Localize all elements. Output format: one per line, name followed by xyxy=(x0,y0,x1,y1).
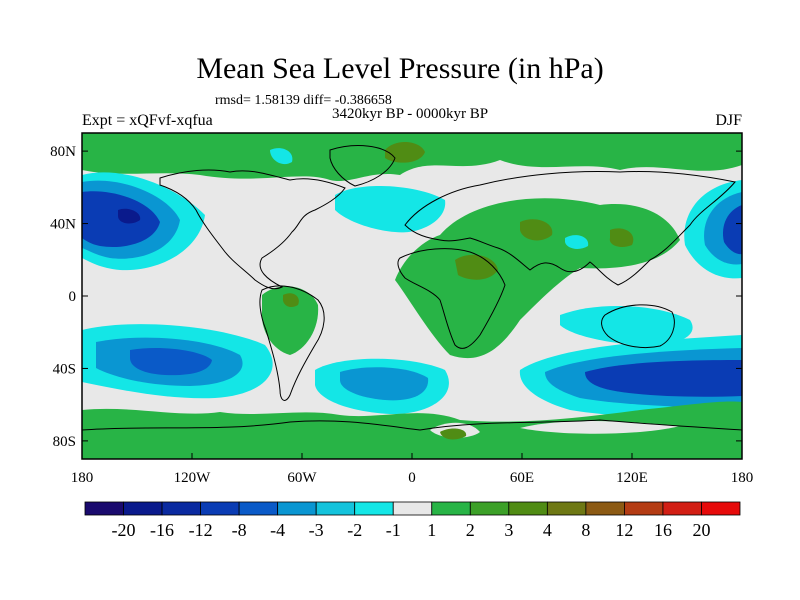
colorbar-label: -4 xyxy=(270,520,285,540)
colorbar-swatch xyxy=(84,501,124,516)
pressure-anomaly-fields xyxy=(82,133,742,459)
x-tick-label: 60E xyxy=(510,470,534,486)
x-axis: 180 120W 60W 0 60E 120E 180 xyxy=(71,453,754,486)
colorbar-label: 1 xyxy=(427,520,436,540)
colorbar: -20 -16 -12 -8 -4 -3 -2 -1 1 2 3 4 8 12 16 20 xyxy=(84,501,741,540)
colorbar-label: 16 xyxy=(654,520,672,540)
colorbar-swatch xyxy=(585,501,625,516)
y-axis: 80N 40N 0 40S 80S xyxy=(50,144,742,450)
colorbar-swatch xyxy=(546,501,587,516)
coastline-north-america xyxy=(159,169,346,290)
coastline-africa xyxy=(397,248,506,349)
experiment-label: Expt = xQFvf-xqfua xyxy=(82,112,213,129)
antarctic-strong-positive xyxy=(440,428,467,440)
y-tick-label: 0 xyxy=(69,289,77,305)
north-atlantic-low xyxy=(335,185,446,233)
colorbar-label: -8 xyxy=(232,520,247,540)
south-america-positive xyxy=(261,286,319,355)
colorbar-label: -20 xyxy=(112,520,136,540)
x-tick-label: 180 xyxy=(71,470,94,486)
colorbar-label: 4 xyxy=(543,520,552,540)
colorbar-swatch xyxy=(277,501,317,516)
colorbar-label: -2 xyxy=(347,520,362,540)
southern-indian-low-core xyxy=(585,360,742,397)
x-tick-label: 180 xyxy=(731,470,754,486)
y-tick-label: 80N xyxy=(50,144,76,160)
tibet-negative-patch xyxy=(565,235,589,249)
season-label: DJF xyxy=(715,112,742,129)
colorbar-swatch xyxy=(431,501,471,516)
coastline-greenland xyxy=(329,145,396,187)
stats-text: rmsd= 1.58139 diff= -0.386658 xyxy=(215,93,392,108)
arctic-negative-patch xyxy=(270,148,293,165)
colorbar-swatch xyxy=(200,501,240,516)
antarctic-neutral-notch-2 xyxy=(520,421,680,434)
x-tick-label: 0 xyxy=(408,470,416,486)
indian-ocean-negative xyxy=(560,305,693,345)
coastline-south-america xyxy=(259,285,325,401)
coastline-antarctica xyxy=(82,419,742,431)
y-tick-label: 40S xyxy=(53,361,76,377)
colorbar-swatch xyxy=(123,501,163,516)
x-tick-label: 120W xyxy=(174,470,212,486)
south-pacific-low-core xyxy=(130,348,212,376)
colorbar-swatch xyxy=(392,501,433,516)
colorbar-swatch xyxy=(354,501,394,516)
south-america-strong-positive xyxy=(282,293,299,308)
west-pacific-low-core xyxy=(722,205,742,255)
colorbar-swatch xyxy=(161,501,201,516)
south-atlantic-low-core xyxy=(340,367,429,401)
colorbar-label: 3 xyxy=(504,520,513,540)
colorbar-swatch xyxy=(469,501,510,516)
colorbar-swatch xyxy=(238,501,279,516)
colorbar-label: -3 xyxy=(309,520,324,540)
colorbar-label: -1 xyxy=(386,520,401,540)
asia-strong-positive xyxy=(520,219,553,241)
x-tick-label: 120E xyxy=(616,470,648,486)
coastline-europe-asia xyxy=(404,171,736,286)
coastline-australia xyxy=(601,304,675,349)
y-tick-label: 80S xyxy=(53,434,76,450)
x-tick-label: 60W xyxy=(287,470,317,486)
colorbar-swatch xyxy=(662,501,702,516)
colorbar-swatch xyxy=(508,501,548,516)
colorbar-label: 8 xyxy=(581,520,590,540)
east-asia-positive xyxy=(609,228,634,248)
colorbar-label: 20 xyxy=(692,520,710,540)
colorbar-swatch xyxy=(701,501,741,516)
coastlines xyxy=(82,145,742,431)
colorbar-label: -12 xyxy=(189,520,213,540)
colorbar-label: 12 xyxy=(615,520,633,540)
chart-title: Mean Sea Level Pressure (in hPa) xyxy=(196,52,604,85)
colorbar-label: 2 xyxy=(466,520,475,540)
y-tick-label: 40N xyxy=(50,217,76,233)
colorbar-swatch xyxy=(624,501,664,516)
north-pacific-low-center xyxy=(118,208,141,224)
antarctic-positive-band xyxy=(82,401,742,459)
chart-subtitle: 3420kyr BP - 0000kyr BP xyxy=(331,106,489,122)
colorbar-label: -16 xyxy=(150,520,174,540)
colorbar-swatch xyxy=(315,501,356,516)
